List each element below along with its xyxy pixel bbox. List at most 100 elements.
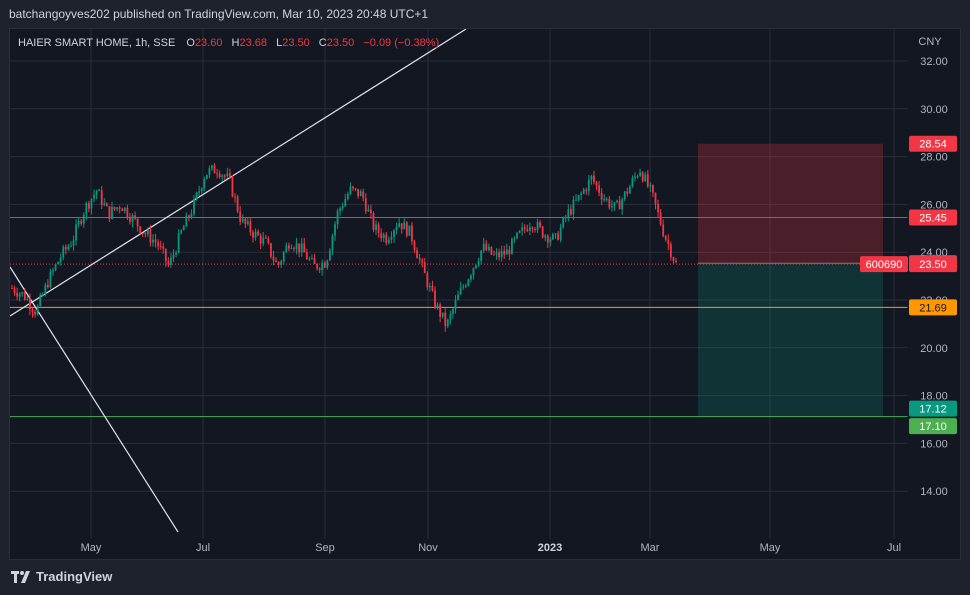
x-tick-label: Mar	[641, 542, 660, 554]
candle-body	[129, 217, 131, 222]
candle-body	[636, 176, 639, 178]
candle-body	[541, 226, 544, 238]
candle-body	[639, 172, 642, 177]
candle-body	[370, 209, 372, 214]
candle-body	[203, 179, 206, 189]
candle-body	[57, 261, 60, 265]
candle-body	[490, 246, 493, 255]
time-axis: May Jul Sep Nov 2023 Mar May Jul	[81, 542, 901, 554]
chart-legend: HAIER SMART HOME, 1h, SSE O23.60 H23.68 …	[18, 37, 439, 49]
y-tick-label: 14.00	[920, 486, 948, 498]
candle-body	[298, 243, 301, 253]
x-tick-label: Jul	[196, 542, 210, 554]
y-tick-label: 16.00	[920, 438, 948, 450]
candle-body	[216, 173, 218, 175]
price-tag	[909, 256, 957, 273]
candle-body	[398, 223, 401, 228]
candle-body	[590, 175, 593, 180]
legend-close-label: C	[319, 37, 327, 49]
candle-body	[162, 246, 165, 249]
candle-body	[185, 215, 188, 227]
candle-body	[505, 249, 508, 255]
candle-body	[144, 233, 147, 235]
candle-body	[441, 312, 444, 317]
candle-body	[428, 286, 431, 288]
candle-body	[46, 284, 49, 288]
tradingview-logo-icon	[11, 570, 30, 583]
price-chart[interactable]: 32.0030.0028.0026.0024.0022.0020.0018.00…	[10, 29, 960, 559]
price-tag-label: 23.50	[919, 259, 947, 271]
brand-logo[interactable]: TradingView	[10, 569, 112, 584]
candle-body	[293, 248, 295, 250]
candle-body	[595, 181, 598, 186]
candle-body	[208, 168, 211, 175]
candle-body	[180, 230, 183, 234]
price-tag	[909, 135, 957, 152]
candle-body	[49, 271, 52, 288]
candle-body	[405, 222, 408, 236]
candle-body	[536, 222, 539, 230]
x-tick-label: May	[81, 542, 102, 554]
stop-loss-zone	[698, 143, 883, 264]
legend-low-label: L	[276, 37, 282, 49]
candle-body	[328, 250, 331, 261]
candle-body	[585, 189, 588, 192]
candle-body	[175, 252, 177, 255]
candle-body	[346, 194, 349, 200]
candle-body	[23, 292, 26, 300]
candle-body	[675, 260, 677, 263]
x-tick-label: May	[760, 542, 781, 554]
candle-body	[336, 210, 339, 225]
candle-body	[75, 224, 77, 241]
candle-body	[95, 190, 98, 195]
candle-body	[326, 260, 329, 268]
chart-area[interactable]: 32.0030.0028.0026.0024.0022.0020.0018.00…	[9, 28, 961, 560]
candle-body	[375, 224, 377, 230]
candle-body	[600, 192, 603, 200]
candle-body	[311, 258, 313, 260]
candle-body	[554, 233, 557, 235]
candle-body	[121, 208, 124, 212]
candle-body	[103, 203, 106, 205]
candle-body	[249, 221, 252, 233]
candle-body	[477, 261, 480, 266]
candle-body	[372, 213, 375, 230]
candle-body	[270, 243, 272, 257]
candle-body	[223, 175, 226, 177]
candle-body	[259, 235, 262, 244]
candle-body	[511, 238, 513, 255]
price-tags: 28.5425.4523.5423.5021.6917.1217.1060069…	[860, 135, 957, 435]
y-tick-label: 28.00	[920, 152, 948, 164]
candle-body	[508, 249, 511, 255]
candle-body	[434, 290, 436, 308]
legend-high-label: H	[232, 37, 240, 49]
candle-body	[105, 203, 108, 207]
candle-body	[77, 220, 80, 225]
ticker-tag-label: 600690	[866, 259, 903, 271]
candle-body	[503, 250, 506, 255]
candle-body	[411, 225, 413, 242]
candle-body	[193, 198, 195, 214]
candle-body	[364, 197, 367, 212]
candle-body	[498, 252, 501, 258]
candle-body	[354, 188, 357, 190]
candle-body	[54, 264, 57, 271]
x-tick-label: Jul	[887, 542, 901, 554]
candle-body	[649, 185, 652, 187]
candle-body	[88, 203, 90, 209]
candle-body	[418, 258, 421, 260]
candle-body	[482, 243, 485, 251]
candle-body	[344, 199, 347, 207]
candle-body	[377, 224, 380, 233]
brand-name: TradingView	[36, 569, 113, 584]
candle-body	[64, 246, 67, 250]
candle-body	[462, 286, 465, 288]
candle-body	[85, 203, 88, 215]
y-tick-label: 18.00	[920, 391, 948, 403]
candle-body	[416, 250, 418, 259]
legend-open-value: 23.60	[195, 37, 223, 49]
candle-body	[495, 252, 498, 255]
candle-body	[528, 227, 531, 231]
candle-body	[13, 288, 16, 293]
candle-body	[100, 190, 103, 205]
